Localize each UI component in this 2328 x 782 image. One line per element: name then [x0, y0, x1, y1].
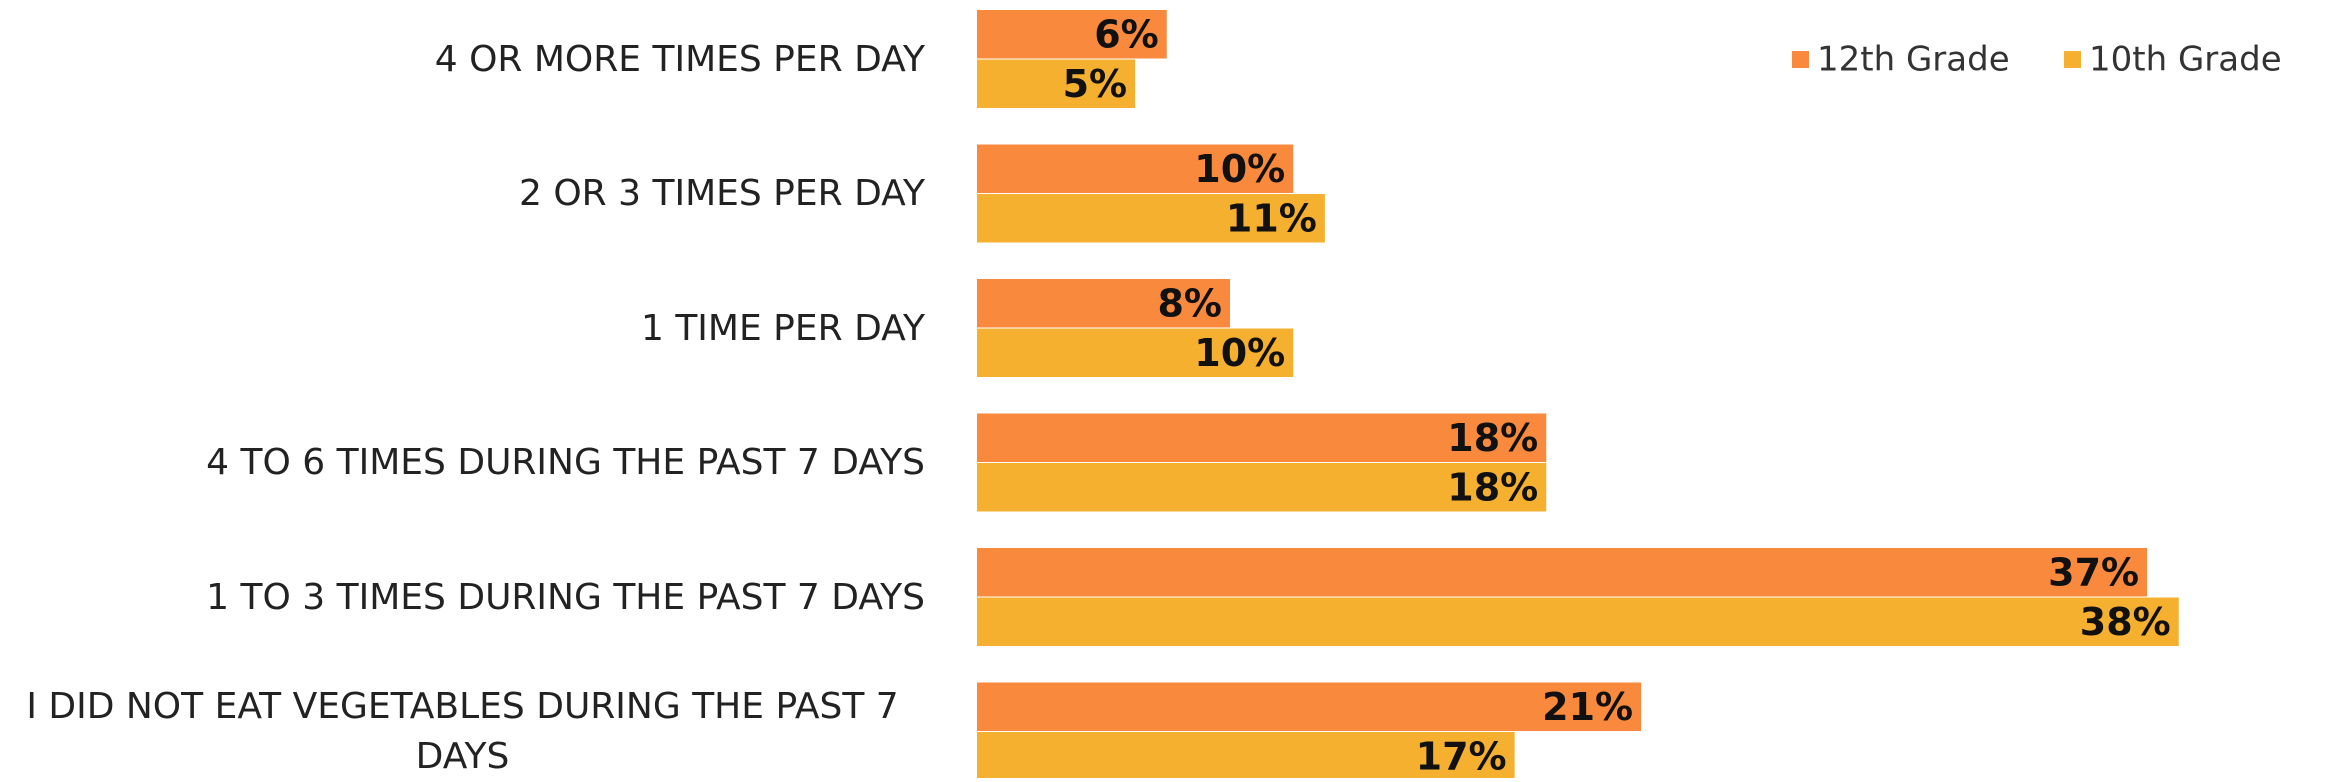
value-label: 38%	[2080, 600, 2171, 644]
category-label: 1 TIME PER DAY	[640, 307, 925, 349]
bar	[977, 413, 1547, 462]
category-label: 1 TO 3 TIMES DURING THE PAST 7 DAYS	[206, 576, 925, 618]
bar	[977, 328, 1294, 377]
value-label: 18%	[1447, 465, 1538, 509]
bar	[977, 682, 1642, 731]
bar	[977, 194, 1325, 243]
category-label: 2 OR 3 TIMES PER DAY	[518, 173, 925, 214]
bar	[977, 732, 1515, 778]
value-label: 8%	[1157, 281, 1222, 325]
value-label: 10%	[1194, 331, 1285, 375]
bar	[977, 597, 2179, 646]
category-label: I DID NOT EAT VEGETABLES DURING THE PAST…	[26, 686, 899, 777]
value-label: 37%	[2048, 550, 2139, 594]
category-label-box: 4 TO 6 TIMES DURING THE PAST 7 DAYS	[0, 414, 925, 513]
value-label: 6%	[1094, 12, 1159, 56]
value-label: 10%	[1194, 147, 1285, 191]
legend-label: 10th Grade	[2089, 40, 2282, 80]
bar	[977, 59, 1136, 108]
value-label: 17%	[1416, 734, 1507, 778]
bar	[977, 10, 1167, 59]
value-label: 21%	[1542, 685, 1633, 729]
category-label-box: 1 TO 3 TIMES DURING THE PAST 7 DAYS	[0, 548, 925, 647]
category-label: 4 OR MORE TIMES PER DAY	[434, 38, 925, 80]
category-label-box: 1 TIME PER DAY	[0, 279, 925, 378]
category-label-box: 2 OR 3 TIMES PER DAY	[0, 145, 925, 244]
bar	[977, 279, 1230, 328]
bar	[977, 144, 1294, 193]
category-label-box: 4 OR MORE TIMES PER DAY	[0, 10, 925, 109]
category-label: 4 TO 6 TIMES DURING THE PAST 7 DAYS	[206, 442, 925, 483]
value-label: 5%	[1063, 62, 1128, 106]
legend-label: 12th Grade	[1817, 40, 2010, 80]
category-label-box: I DID NOT EAT VEGETABLES DURING THE PAST…	[0, 683, 925, 782]
value-label: 11%	[1226, 196, 1317, 240]
legend-swatch	[1792, 51, 1809, 68]
bar	[977, 548, 2148, 597]
bar	[977, 463, 1547, 512]
legend-swatch	[2064, 51, 2081, 68]
value-label: 18%	[1447, 416, 1538, 460]
